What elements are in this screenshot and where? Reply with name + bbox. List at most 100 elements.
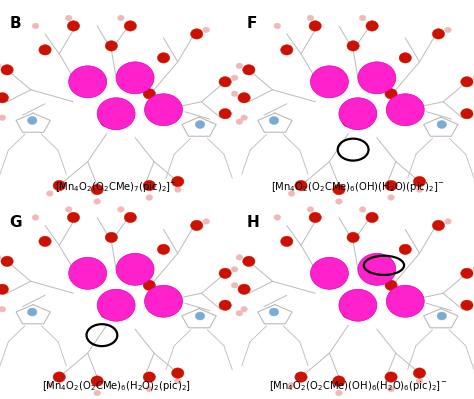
Circle shape: [195, 312, 205, 320]
Circle shape: [358, 253, 396, 285]
Circle shape: [91, 73, 103, 83]
Circle shape: [238, 284, 250, 294]
Circle shape: [91, 376, 103, 386]
Circle shape: [473, 75, 474, 81]
Circle shape: [461, 300, 473, 310]
Text: [Mn$_4$O$_2$(O$_2$CMe)$_7$(pic)$_2$]$^{-}$: [Mn$_4$O$_2$(O$_2$CMe)$_7$(pic)$_2$]$^{-…: [55, 180, 177, 194]
Circle shape: [116, 62, 154, 94]
Circle shape: [32, 215, 39, 220]
Circle shape: [27, 117, 37, 124]
Circle shape: [339, 289, 377, 321]
Circle shape: [46, 191, 53, 196]
Circle shape: [281, 236, 293, 247]
Circle shape: [307, 207, 314, 212]
Circle shape: [172, 368, 184, 378]
Circle shape: [437, 120, 447, 128]
Circle shape: [69, 257, 107, 289]
Circle shape: [333, 376, 345, 386]
Text: F: F: [246, 16, 257, 31]
Circle shape: [143, 89, 155, 99]
Circle shape: [145, 285, 182, 317]
Circle shape: [309, 21, 321, 31]
Circle shape: [231, 75, 238, 81]
Circle shape: [385, 89, 397, 99]
Circle shape: [146, 386, 153, 392]
Circle shape: [174, 187, 181, 192]
Circle shape: [105, 232, 118, 243]
Circle shape: [445, 219, 451, 224]
Circle shape: [67, 212, 80, 223]
Circle shape: [432, 29, 445, 39]
Circle shape: [236, 63, 243, 69]
Text: B: B: [9, 16, 21, 31]
Circle shape: [366, 212, 378, 223]
Circle shape: [307, 15, 314, 21]
Circle shape: [39, 236, 51, 247]
Circle shape: [231, 267, 238, 272]
Circle shape: [0, 255, 1, 260]
Circle shape: [219, 109, 231, 119]
Circle shape: [238, 93, 250, 103]
Circle shape: [219, 268, 231, 279]
Circle shape: [388, 386, 394, 392]
Circle shape: [0, 115, 6, 120]
Text: [Mn$_4$O$_2$(O$_2$CMe)$_6$(OH)(H$_2$O)(pic)$_2$]$^{-}$: [Mn$_4$O$_2$(O$_2$CMe)$_6$(OH)(H$_2$O)(p…: [271, 180, 445, 194]
Circle shape: [143, 372, 155, 382]
Circle shape: [281, 45, 293, 55]
Circle shape: [91, 184, 103, 195]
Circle shape: [94, 390, 100, 396]
Circle shape: [100, 117, 113, 127]
Circle shape: [97, 289, 135, 321]
Circle shape: [172, 176, 184, 187]
Circle shape: [203, 27, 210, 33]
Circle shape: [399, 244, 411, 255]
Circle shape: [445, 27, 451, 33]
Circle shape: [461, 109, 473, 119]
Circle shape: [231, 282, 238, 288]
Circle shape: [67, 21, 80, 31]
Circle shape: [124, 212, 137, 223]
Text: [Mn$_4$O$_2$(O$_2$CMe)(OH)$_6$(H$_2$O)$_6$(pic)$_2$]$^{-}$: [Mn$_4$O$_2$(O$_2$CMe)(OH)$_6$(H$_2$O)$_…: [269, 379, 447, 393]
Circle shape: [386, 285, 424, 317]
Circle shape: [146, 195, 153, 200]
Circle shape: [191, 220, 203, 231]
Circle shape: [461, 77, 473, 87]
Circle shape: [366, 21, 378, 31]
Circle shape: [46, 382, 53, 388]
Circle shape: [295, 372, 307, 382]
Circle shape: [0, 306, 6, 312]
Circle shape: [145, 94, 182, 126]
Circle shape: [91, 264, 103, 275]
Circle shape: [116, 253, 154, 285]
Circle shape: [413, 176, 426, 187]
Text: H: H: [246, 215, 259, 231]
Circle shape: [274, 23, 281, 29]
Circle shape: [416, 378, 423, 384]
Circle shape: [336, 390, 342, 396]
Circle shape: [236, 119, 243, 124]
Circle shape: [243, 65, 255, 75]
Circle shape: [1, 256, 13, 267]
Circle shape: [336, 199, 342, 204]
Circle shape: [347, 41, 359, 51]
Circle shape: [339, 98, 377, 130]
Circle shape: [69, 66, 107, 98]
Circle shape: [342, 308, 355, 318]
Circle shape: [473, 267, 474, 272]
Circle shape: [39, 45, 51, 55]
Circle shape: [388, 195, 394, 200]
Circle shape: [1, 65, 13, 75]
Text: G: G: [9, 215, 22, 231]
Circle shape: [174, 378, 181, 384]
Circle shape: [203, 219, 210, 224]
Circle shape: [143, 280, 155, 290]
Circle shape: [359, 207, 366, 212]
Circle shape: [461, 268, 473, 279]
Circle shape: [342, 117, 355, 127]
Circle shape: [231, 91, 238, 97]
Circle shape: [385, 280, 397, 290]
Circle shape: [386, 94, 424, 126]
Circle shape: [347, 232, 359, 243]
Circle shape: [94, 199, 100, 204]
Circle shape: [399, 53, 411, 63]
